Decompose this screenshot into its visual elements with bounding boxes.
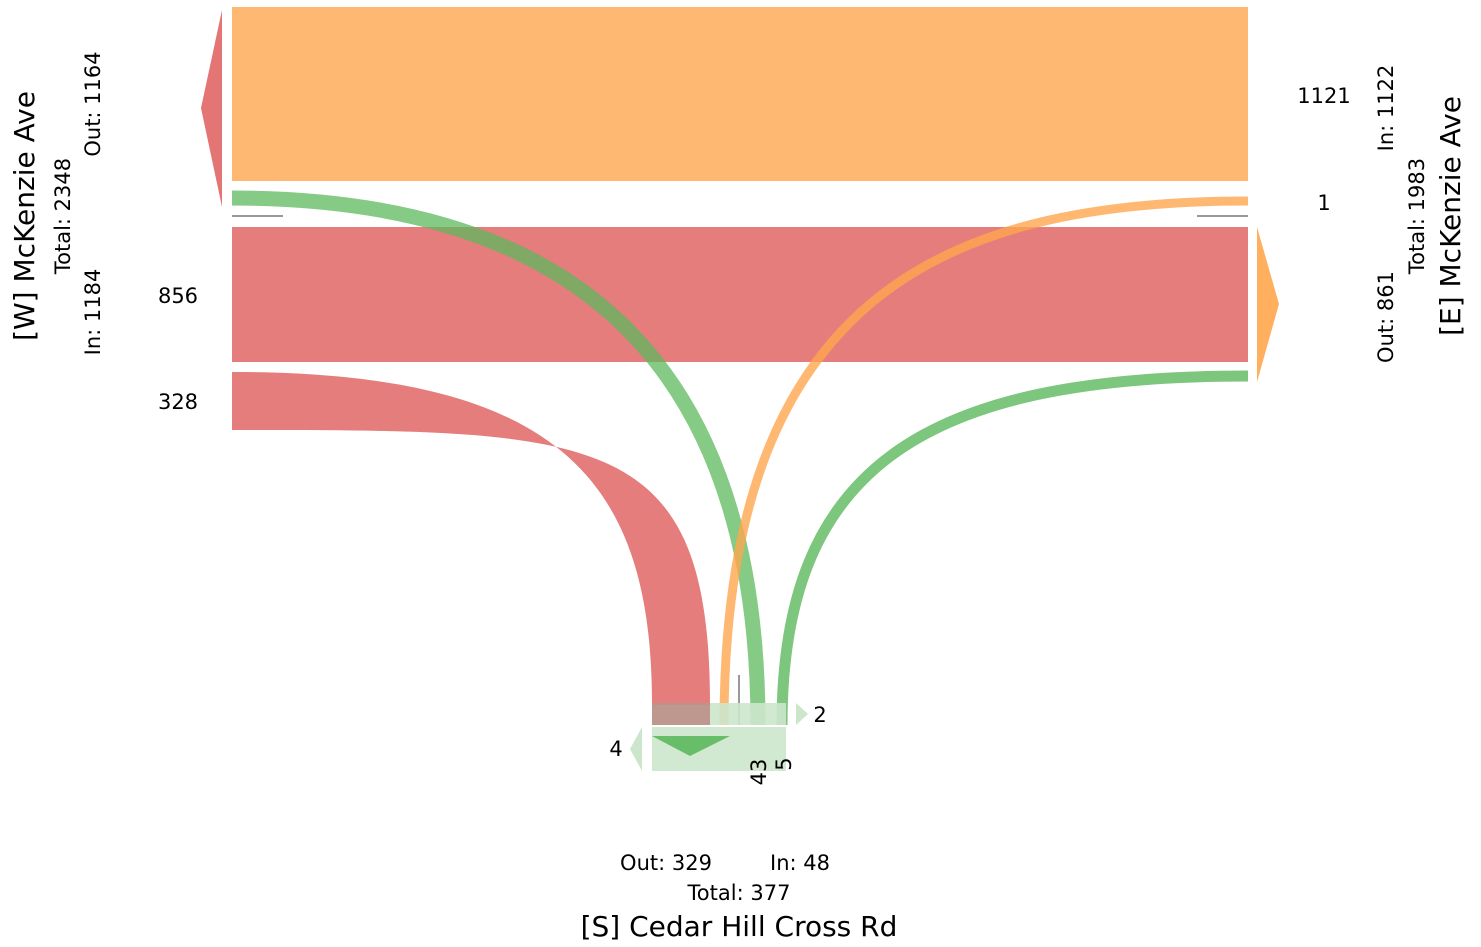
- east-total: Total: 1983: [1405, 158, 1429, 275]
- flow-south-to-west: [231, 190, 766, 726]
- west-exit-arrow: [201, 10, 222, 207]
- label-east-uturn: 1: [1317, 191, 1330, 215]
- east-in: In: 1122: [1374, 65, 1398, 152]
- south-left-arrow: [630, 727, 642, 771]
- south-out: Out: 329: [620, 851, 712, 875]
- west-out: Out: 1164: [81, 51, 105, 156]
- west-approach-name: [W] McKenzie Ave: [8, 91, 41, 341]
- south-uturn-arrow: [796, 703, 808, 725]
- south-in: In: 48: [770, 851, 830, 875]
- south-total: Total: 377: [687, 881, 791, 905]
- label-west-right: 328: [158, 390, 198, 414]
- label-south-to-east: 5: [772, 757, 796, 770]
- west-in: In: 1184: [81, 269, 105, 356]
- east-exit-arrow: [1257, 227, 1279, 382]
- label-east-through: 1121: [1297, 84, 1350, 108]
- label-south-uturn: 2: [813, 703, 826, 727]
- flow-west-to-east: [232, 227, 1248, 362]
- south-exit-arrow: [652, 736, 730, 756]
- east-approach-name: [E] McKenzie Ave: [1434, 96, 1467, 336]
- flow-west-to-south: [232, 372, 710, 705]
- west-total: Total: 2348: [51, 158, 75, 275]
- south-overlap-box: [652, 703, 710, 725]
- flow-east-to-west: [232, 7, 1248, 181]
- label-south-to-west: 43: [747, 759, 771, 786]
- east-out: Out: 861: [1374, 271, 1398, 363]
- label-south-left: 4: [609, 737, 622, 761]
- flow-south-to-east: [776, 370, 1249, 726]
- south-approach-name: [S] Cedar Hill Cross Rd: [581, 910, 898, 943]
- label-west-through: 856: [158, 284, 198, 308]
- flow-east-to-south: [719, 196, 1249, 726]
- south-exit-box: [652, 727, 786, 771]
